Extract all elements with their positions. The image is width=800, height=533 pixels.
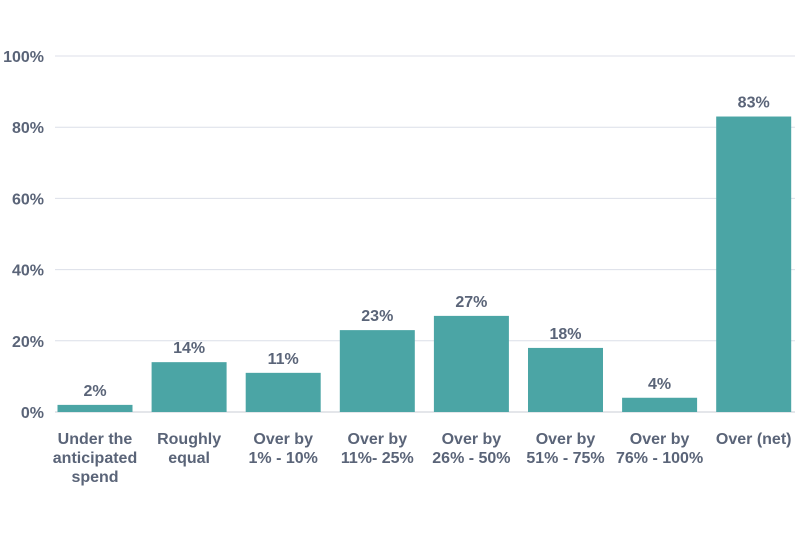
data-label: 83% [738,95,770,112]
data-label: 2% [83,383,106,400]
data-label: 27% [455,294,487,311]
x-tick-label: Under the [58,431,133,448]
data-label: 4% [648,376,671,393]
x-tick-label: anticipated [53,450,137,467]
x-tick-label: Over by [253,431,313,448]
x-tick-label: spend [71,469,118,486]
data-label: 11% [268,351,299,368]
bar [245,372,321,412]
x-tick-label: 11%- 25% [341,450,414,467]
y-tick-label: 100% [3,49,44,66]
x-tick-label: Over (net) [716,431,792,448]
x-tick-label: Over by [536,431,596,448]
data-label: 14% [173,340,205,357]
bar [57,404,133,412]
y-tick-label: 60% [12,191,44,208]
bar [716,116,792,413]
x-tick-label: Over by [348,431,408,448]
x-tick-label: Roughly [157,431,221,448]
x-tick-label: Over by [442,431,502,448]
x-tick-label: 26% - 50% [432,450,510,467]
bar [528,347,603,412]
x-tick-label: equal [168,450,210,467]
y-tick-label: 80% [12,120,44,137]
x-tick-label: 1% - 10% [249,450,318,467]
data-label: 23% [361,308,393,325]
bar [622,397,698,412]
y-tick-label: 0% [21,405,44,422]
y-tick-label: 40% [12,263,44,280]
x-tick-label: 51% - 75% [526,450,604,467]
bar [339,330,415,412]
y-tick-label: 20% [12,334,44,351]
data-label: 18% [549,326,581,343]
bar [433,315,509,412]
bar [151,362,227,412]
x-tick-label: Over by [630,431,690,448]
x-tick-label: 76% - 100% [616,450,703,467]
